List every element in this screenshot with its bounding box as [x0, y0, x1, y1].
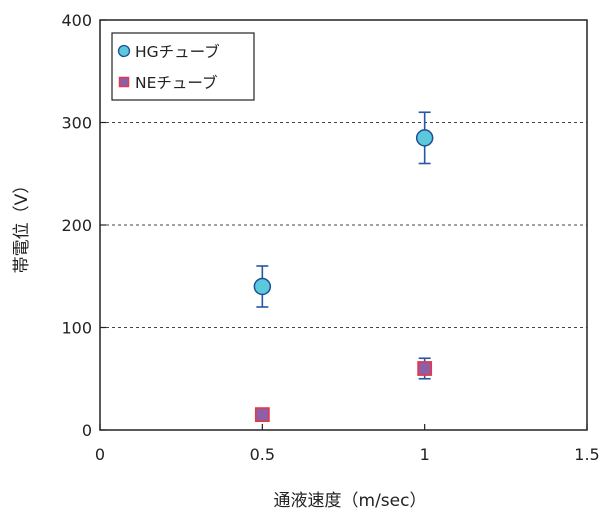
y-tick-label: 0 [82, 421, 92, 440]
x-tick-label: 1 [420, 445, 430, 464]
x-tick-label: 0 [95, 445, 105, 464]
y-axis-title: 帯電位（V） [12, 177, 32, 274]
gridlines [100, 122, 587, 328]
data-point-square [417, 361, 433, 376]
data-point-circle [415, 129, 434, 147]
y-tick-label: 200 [61, 216, 92, 235]
legend-marker-circle [117, 44, 131, 58]
series-1 [253, 111, 434, 308]
data-series [253, 111, 434, 423]
x-tick-label: 1.5 [574, 445, 599, 464]
legend: HGチューブ NEチューブ [111, 32, 255, 101]
legend-marker-square [118, 76, 130, 88]
x-tick-label: 0.5 [250, 445, 275, 464]
tick-labels: 0 100 200 300 400 0 0.5 1 1.5 [61, 11, 599, 464]
legend-label: HGチューブ [135, 42, 220, 61]
series-2 [254, 357, 433, 423]
data-point-circle [253, 277, 272, 296]
y-tick-label: 100 [61, 319, 92, 338]
y-tick-label: 300 [61, 114, 92, 133]
data-point-square [254, 407, 270, 423]
legend-box [111, 32, 255, 101]
legend-label: NEチューブ [135, 73, 217, 92]
axes [99, 19, 588, 431]
x-axis-title: 通液速度（m/sec） [274, 491, 427, 511]
y-tick-label: 400 [61, 11, 92, 30]
